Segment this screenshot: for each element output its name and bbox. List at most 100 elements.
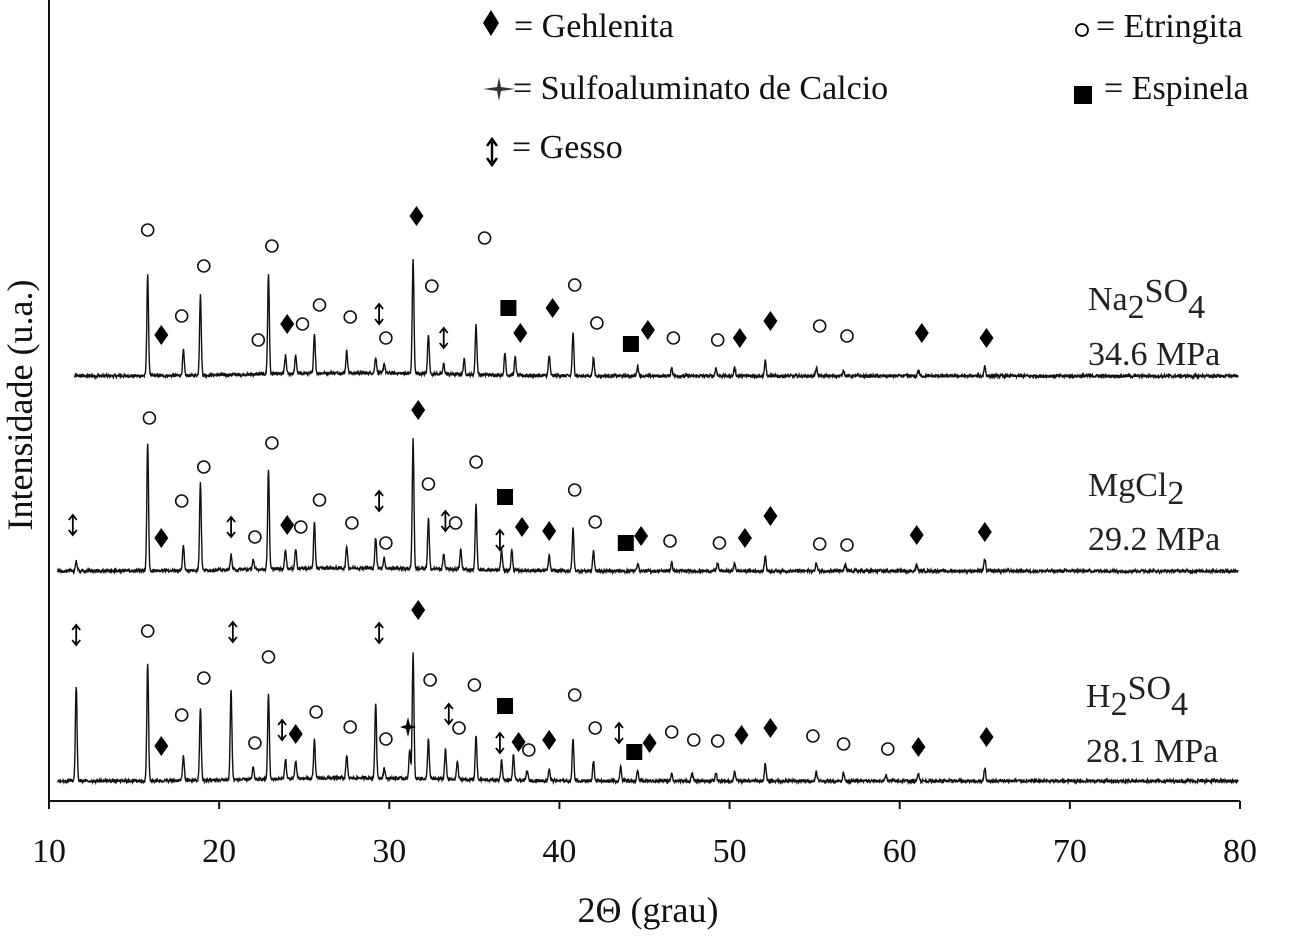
circle-marker [379,536,393,550]
diamond-marker [977,522,992,542]
circle-marker [840,538,854,552]
circle-marker [265,436,279,450]
series-label-part: H [1086,678,1111,715]
circle-marker [469,455,483,469]
x-tick-label: 20 [202,833,236,870]
square-marker [626,744,643,760]
circle-marker [140,624,155,638]
y-axis-label: Intensidade (u.a.) [0,280,40,531]
legend-updown-arrow-icon [485,136,499,168]
series-line-na2so4 [73,258,1239,381]
circle-marker [197,460,211,474]
diamond-marker [280,515,295,535]
circle-marker [424,279,439,293]
circle-marker [312,493,327,507]
series-strength-label: 29.2 MPa [1088,521,1220,558]
legend-label-espinela: = Espinela [1104,70,1249,107]
circle-marker [251,333,266,347]
series-label-part: 2 [1111,686,1128,723]
diamond-marker [640,320,655,340]
circle-marker [174,494,189,508]
legend-item-sulfoaluminato: = Sulfoaluminato de Calcio [483,70,888,107]
square-marker [622,336,639,352]
circle-marker [710,333,725,347]
x-tick-label: 80 [1223,833,1257,870]
diamond-marker [732,328,747,348]
updown-arrow-marker [277,718,287,742]
legend-item-gehlenita: = Gehlenita [483,8,674,45]
circle-marker [840,329,854,343]
series-label-part: 4 [1188,289,1205,326]
x-tick-label: 70 [1053,833,1087,870]
updown-arrow-marker [226,515,236,539]
diamond-marker [763,506,778,526]
circle-marker [448,516,463,530]
updown-arrow-marker [614,721,624,745]
updown-arrow-marker [374,302,384,326]
series-label-part: 4 [1171,686,1188,723]
diamond-marker [763,311,778,331]
square-marker [497,698,513,714]
diamond-marker [979,727,994,747]
circle-marker [309,705,323,719]
circle-marker [567,278,582,292]
diamond-marker [513,323,528,343]
circle-marker [521,743,536,757]
series-label-h2so4: H2SO4 [1086,670,1188,723]
diamond-marker [763,718,778,738]
diamond-marker [979,328,994,348]
legend-label-gesso: = Gesso [512,129,623,166]
circle-marker [588,721,603,735]
diamond-marker [545,298,560,318]
circle-marker [664,725,679,739]
circle-marker [343,310,358,324]
phase-markers [68,206,994,760]
circle-marker [379,732,393,746]
circle-marker [421,477,436,491]
circle-marker [248,530,262,544]
circle-marker [467,678,482,692]
updown-arrow-marker [444,702,454,726]
circle-marker [666,331,681,345]
series-label-part: 2 [1167,475,1184,512]
circle-marker [663,534,677,548]
circle-marker [261,650,276,664]
circle-marker [588,515,603,529]
square-marker [617,535,634,551]
diamond-marker [542,521,557,541]
series-label-part: SO [1128,670,1171,707]
diamond-marker [737,528,752,548]
diamond-marker [914,323,929,343]
circle-marker [293,520,308,534]
circle-marker [452,721,466,735]
circle-marker [142,411,157,425]
diamond-marker [154,736,169,756]
legend: = Gehlenita = Sulfoaluminato de Calcio =… [483,8,1249,168]
pattern-series [56,258,1239,786]
diamond-marker [154,528,169,548]
circle-marker [248,736,262,750]
series-strength-label: 28.1 MPa [1086,733,1218,770]
series-line-h2so4 [57,652,1239,786]
circle-marker [836,737,851,751]
diamond-marker [511,732,526,752]
updown-arrow-marker [374,489,384,513]
circle-marker [880,742,895,756]
diamond-marker [634,526,649,546]
updown-arrow-marker [374,621,384,645]
circle-marker [812,537,827,551]
series-label-part: Na [1088,281,1128,318]
diamond-marker [911,737,926,757]
circle-marker [343,720,358,734]
updown-arrow-marker [71,623,81,647]
diamond-marker [734,725,749,745]
square-marker [497,489,513,505]
circle-marker [712,536,727,550]
series-label-part: 2 [1128,289,1145,326]
diamond-marker [280,314,295,334]
diamond-marker [288,724,303,744]
updown-arrow-marker [495,528,505,552]
x-axis-label: 2Θ (grau) [578,890,719,930]
circle-marker [567,688,582,702]
